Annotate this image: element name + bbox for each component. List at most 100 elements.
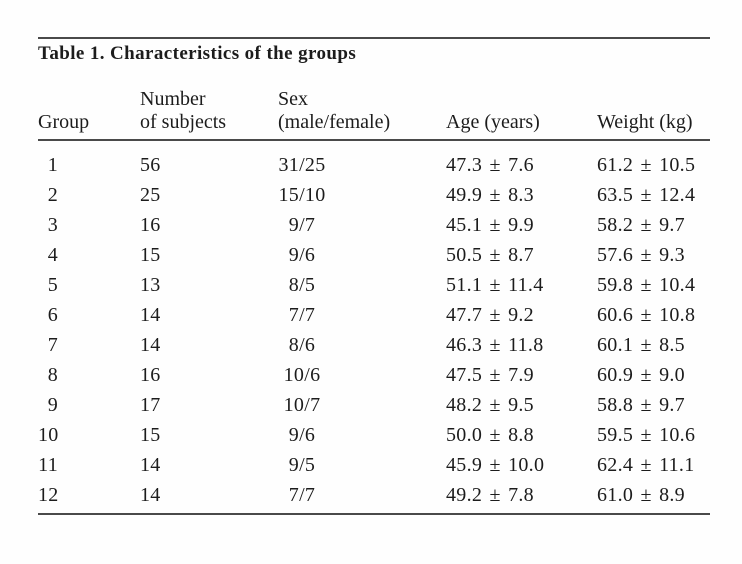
cell-age: 47.7 ± 9.2	[446, 304, 534, 326]
table-row: 3 16 9/7 45.1 ± 9.9 58.2 ± 9.7	[38, 210, 710, 240]
cell-age: 47.5 ± 7.9	[446, 364, 534, 386]
cell-group: 9	[38, 390, 140, 420]
cell-weight: 60.1 ± 8.5	[597, 334, 685, 356]
column-header-age: Age (years)	[446, 87, 597, 134]
sex-value: 9/7	[288, 214, 316, 236]
column-header-sex: Sex (male/female)	[278, 87, 446, 134]
cell-group: 5	[38, 270, 140, 300]
group-value: 5	[47, 274, 58, 296]
cell-weight: 61.0 ± 8.9	[597, 484, 685, 506]
cell-sex: 7/7	[278, 480, 446, 510]
table-caption: Table 1. Characteristics of the groups	[38, 43, 357, 64]
sex-value: 7/7	[288, 304, 316, 326]
group-value: 4	[47, 244, 58, 266]
table-bottom-rule	[38, 513, 710, 515]
sex-value: 10/6	[283, 364, 321, 386]
table-row: 7 14 8/6 46.3 ± 11.8 60.1 ± 8.5	[38, 330, 710, 360]
group-value: 1	[47, 154, 58, 176]
cell-sex: 8/6	[278, 330, 446, 360]
sex-value: 31/25	[278, 154, 326, 176]
cell-group: 12	[38, 480, 140, 510]
cell-weight: 57.6 ± 9.3	[597, 244, 685, 266]
sex-value: 7/7	[288, 484, 316, 506]
table-row: 10 15 9/6 50.0 ± 8.8 59.5 ± 10.6	[38, 420, 710, 450]
cell-weight: 61.2 ± 10.5	[597, 154, 696, 176]
cell-subjects: 25	[140, 184, 161, 206]
column-header-weight: Weight (kg)	[597, 87, 710, 134]
column-header-subjects: Number of subjects	[140, 87, 278, 134]
table-row: 12 14 7/7 49.2 ± 7.8 61.0 ± 8.9	[38, 480, 710, 510]
cell-group: 11	[38, 450, 140, 480]
cell-age: 50.0 ± 8.8	[446, 424, 534, 446]
cell-subjects: 15	[140, 244, 161, 266]
cell-sex: 9/7	[278, 210, 446, 240]
cell-subjects: 13	[140, 274, 161, 296]
group-value: 7	[47, 334, 58, 356]
table-row: 2 25 15/10 49.9 ± 8.3 63.5 ± 12.4	[38, 180, 710, 210]
table-row: 1 56 31/25 47.3 ± 7.6 61.2 ± 10.5	[38, 150, 710, 180]
cell-age: 45.9 ± 10.0	[446, 454, 545, 476]
cell-age: 50.5 ± 8.7	[446, 244, 534, 266]
table-top-rule	[38, 37, 710, 39]
cell-age: 47.3 ± 7.6	[446, 154, 534, 176]
cell-sex: 10/7	[278, 390, 446, 420]
table-row: 6 14 7/7 47.7 ± 9.2 60.6 ± 10.8	[38, 300, 710, 330]
column-header-label: Age (years)	[446, 111, 540, 133]
column-header-group: Group	[38, 87, 140, 134]
cell-age: 46.3 ± 11.8	[446, 334, 544, 356]
table-header-row: Group Number of subjects Sex (male/femal…	[38, 87, 710, 134]
column-header-label: Weight (kg)	[597, 111, 693, 133]
cell-group: 1	[38, 150, 140, 180]
column-header-label: Group	[38, 111, 90, 133]
group-value: 10	[38, 424, 59, 446]
cell-weight: 58.8 ± 9.7	[597, 394, 685, 416]
cell-group: 6	[38, 300, 140, 330]
cell-subjects: 14	[140, 484, 161, 506]
sex-value: 10/7	[283, 394, 321, 416]
cell-sex: 31/25	[278, 150, 446, 180]
cell-age: 48.2 ± 9.5	[446, 394, 534, 416]
column-header-label: Number	[140, 88, 206, 110]
sex-value: 9/6	[288, 244, 316, 266]
group-value: 6	[47, 304, 58, 326]
cell-subjects: 16	[140, 364, 161, 386]
cell-sex: 7/7	[278, 300, 446, 330]
cell-age: 49.9 ± 8.3	[446, 184, 534, 206]
sex-value: 9/6	[288, 424, 316, 446]
table-body: 1 56 31/25 47.3 ± 7.6 61.2 ± 10.5 2 25 1…	[38, 150, 710, 510]
cell-sex: 9/6	[278, 420, 446, 450]
cell-subjects: 56	[140, 154, 161, 176]
sex-value: 8/5	[288, 274, 316, 296]
cell-weight: 63.5 ± 12.4	[597, 184, 696, 206]
cell-group: 8	[38, 360, 140, 390]
column-header-label: of subjects	[140, 111, 227, 133]
cell-group: 3	[38, 210, 140, 240]
cell-sex: 10/6	[278, 360, 446, 390]
cell-subjects: 14	[140, 304, 161, 326]
group-value: 8	[47, 364, 58, 386]
cell-weight: 59.5 ± 10.6	[597, 424, 696, 446]
column-header-label: Sex	[278, 88, 308, 110]
cell-weight: 62.4 ± 11.1	[597, 454, 695, 476]
group-value: 2	[47, 184, 58, 206]
cell-sex: 15/10	[278, 180, 446, 210]
cell-subjects: 14	[140, 454, 161, 476]
group-value: 11	[38, 454, 58, 476]
table-header-rule	[38, 139, 710, 141]
group-value: 9	[47, 394, 58, 416]
cell-group: 4	[38, 240, 140, 270]
cell-subjects: 16	[140, 214, 161, 236]
table-row: 8 16 10/6 47.5 ± 7.9 60.9 ± 9.0	[38, 360, 710, 390]
cell-group: 10	[38, 420, 140, 450]
cell-subjects: 15	[140, 424, 161, 446]
cell-weight: 60.9 ± 9.0	[597, 364, 685, 386]
cell-group: 2	[38, 180, 140, 210]
table-row: 5 13 8/5 51.1 ± 11.4 59.8 ± 10.4	[38, 270, 710, 300]
cell-subjects: 17	[140, 394, 161, 416]
column-header-label: (male/female)	[278, 111, 391, 133]
sex-value: 9/5	[288, 454, 316, 476]
sex-value: 15/10	[278, 184, 326, 206]
group-value: 12	[38, 484, 59, 506]
cell-weight: 59.8 ± 10.4	[597, 274, 696, 296]
